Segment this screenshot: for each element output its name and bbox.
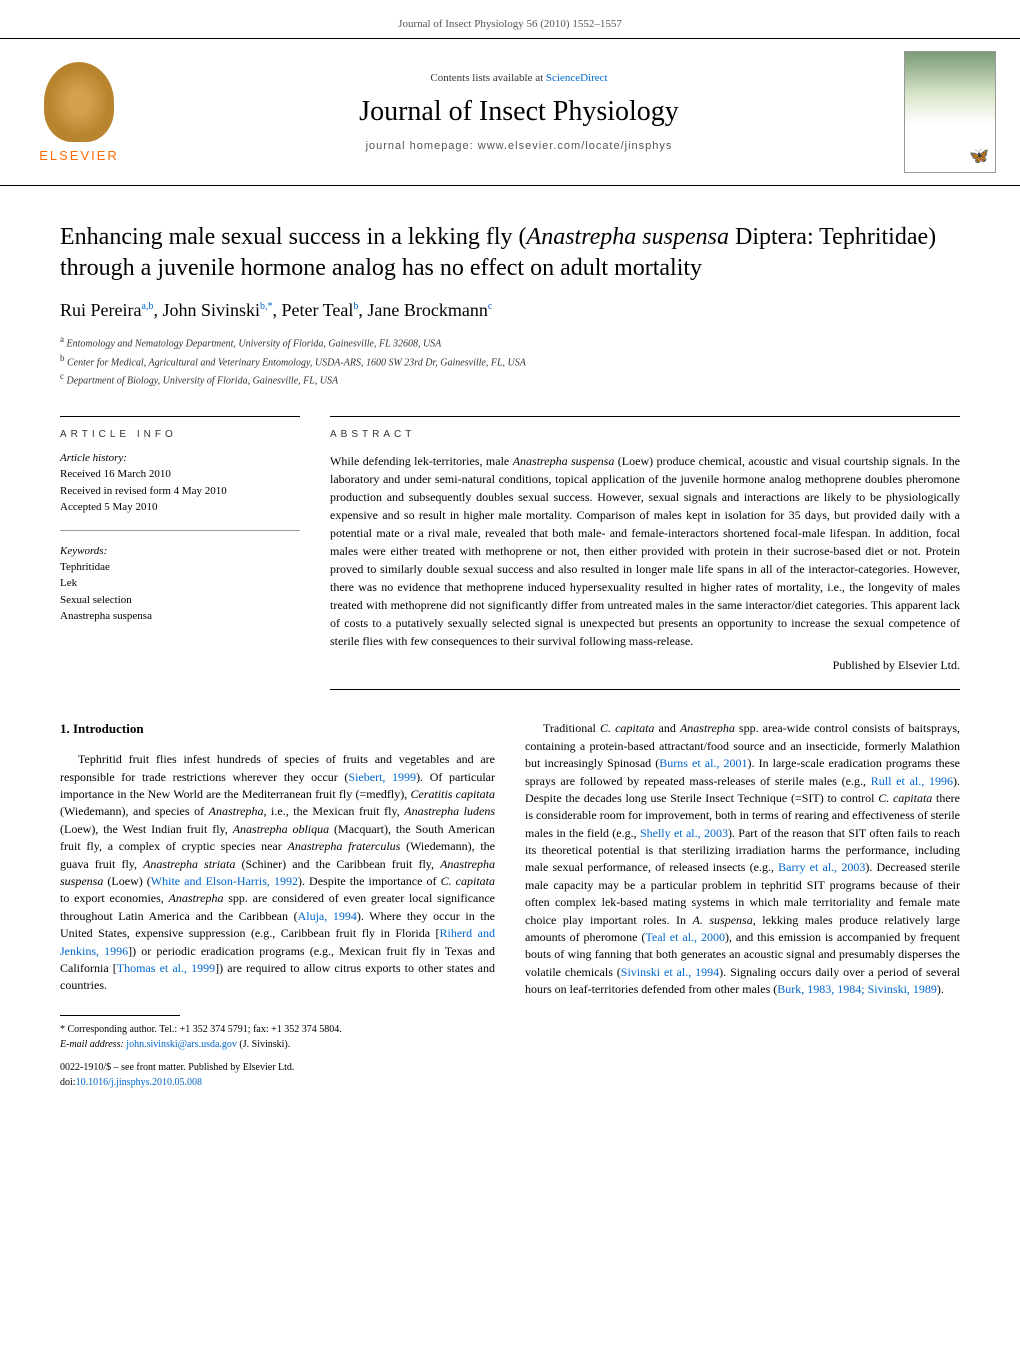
email-line: E-mail address: john.sivinski@ars.usda.g… <box>60 1037 960 1052</box>
body-paragraph: Traditional C. capitata and Anastrepha s… <box>525 720 960 998</box>
author-list: Rui Pereiraa,b, John Sivinskib,*, Peter … <box>60 300 960 321</box>
doi-link[interactable]: 10.1016/j.jinsphys.2010.05.008 <box>76 1077 202 1088</box>
citation-link[interactable]: Siebert, 1999 <box>348 770 416 784</box>
citation-link[interactable]: Aluja, 1994 <box>298 909 357 923</box>
citation-link[interactable]: White and Elson-Harris, 1992 <box>151 874 298 888</box>
abstract-heading: ABSTRACT <box>330 416 960 440</box>
elsevier-tree-icon <box>44 62 114 142</box>
journal-cover-thumb: 🦋 <box>904 51 996 173</box>
journal-name: Journal of Insect Physiology <box>134 96 904 128</box>
footer: * Corresponding author. Tel.: +1 352 374… <box>0 999 1020 1114</box>
citation-link[interactable]: Teal et al., 2000 <box>645 930 725 944</box>
article-title: Enhancing male sexual success in a lekki… <box>60 222 960 284</box>
doi-line: doi:10.1016/j.jinsphys.2010.05.008 <box>60 1075 960 1090</box>
keywords-label: Keywords: <box>60 545 300 557</box>
contents-line: Contents lists available at ScienceDirec… <box>134 72 904 84</box>
citation-link[interactable]: Burk, 1983, 1984; Sivinski, 1989 <box>777 982 937 996</box>
abstract-text: While defending lek-territories, male An… <box>330 452 960 650</box>
publisher-line: Published by Elsevier Ltd. <box>330 658 960 673</box>
citation-link[interactable]: Burns et al., 2001 <box>659 756 747 770</box>
sciencedirect-link[interactable]: ScienceDirect <box>546 72 608 84</box>
keywords-list: Tephritidae Lek Sexual selection Anastre… <box>60 559 300 625</box>
corresponding-author: * Corresponding author. Tel.: +1 352 374… <box>60 1022 960 1037</box>
elsevier-text: ELSEVIER <box>39 148 119 163</box>
body-paragraph: Tephritid fruit flies infest hundreds of… <box>60 751 495 994</box>
affiliations: a Entomology and Nematology Department, … <box>60 333 960 388</box>
citation-link[interactable]: Barry et al., 2003 <box>778 860 865 874</box>
body-column-left: 1. Introduction Tephritid fruit flies in… <box>60 720 495 998</box>
abstract-column: ABSTRACT While defending lek-territories… <box>330 416 960 690</box>
author-affil-sup: a,b <box>141 301 153 312</box>
section-heading: 1. Introduction <box>60 720 495 739</box>
journal-banner: ELSEVIER Contents lists available at Sci… <box>0 38 1020 186</box>
email-link[interactable]: john.sivinski@ars.usda.gov <box>126 1039 237 1050</box>
body-column-right: Traditional C. capitata and Anastrepha s… <box>525 720 960 998</box>
citation-link[interactable]: Thomas et al., 1999 <box>117 961 215 975</box>
homepage-line: journal homepage: www.elsevier.com/locat… <box>134 140 904 152</box>
citation-link[interactable]: Rull et al., 1996 <box>871 774 953 788</box>
history-label: Article history: <box>60 452 300 464</box>
history-dates: Received 16 March 2010 Received in revis… <box>60 466 300 516</box>
citation-link[interactable]: Sivinski et al., 1994 <box>621 965 719 979</box>
running-header: Journal of Insect Physiology 56 (2010) 1… <box>0 0 1020 38</box>
elsevier-logo: ELSEVIER <box>24 62 134 163</box>
author-affil-sup: c <box>488 301 492 312</box>
article-info-sidebar: ARTICLE INFO Article history: Received 1… <box>60 416 300 690</box>
article-info-heading: ARTICLE INFO <box>60 416 300 440</box>
author-affil-sup: b,* <box>260 301 273 312</box>
issn-line: 0022-1910/$ – see front matter. Publishe… <box>60 1060 960 1075</box>
cover-butterfly-icon: 🦋 <box>969 146 989 166</box>
citation-link[interactable]: Shelly et al., 2003 <box>640 826 728 840</box>
